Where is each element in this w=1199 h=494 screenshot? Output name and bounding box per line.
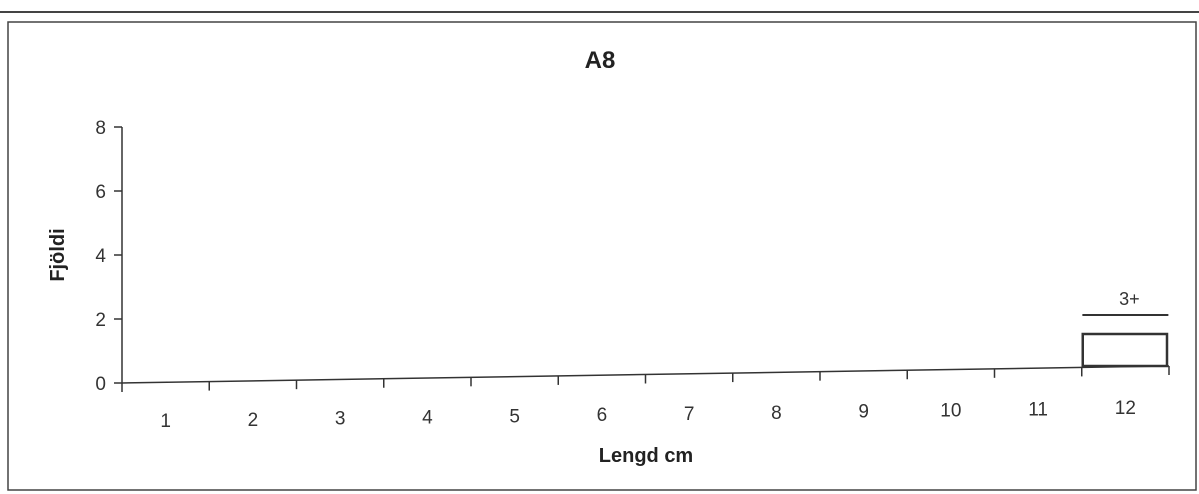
x-tick-label: 3	[335, 409, 346, 430]
x-tick-label: 4	[422, 408, 433, 429]
y-tick-label: 2	[95, 310, 106, 331]
x-tick-label: 9	[858, 402, 869, 423]
chart-title: A8	[585, 47, 616, 74]
chart-frame	[7, 21, 1197, 491]
bar-12	[1081, 332, 1169, 368]
y-tick-label: 4	[95, 246, 106, 267]
x-tick-label: 2	[248, 410, 259, 431]
y-tick-label: 8	[95, 118, 106, 139]
x-tick-label: 10	[940, 401, 961, 422]
x-tick-label: 11	[1028, 399, 1048, 420]
x-tick-label: 1	[160, 411, 171, 432]
x-tick-label: 7	[684, 404, 695, 425]
x-tick-label: 5	[509, 406, 520, 427]
y-tick-label: 0	[95, 374, 106, 395]
x-tick-label: 8	[771, 403, 782, 424]
y-axis-label: Fjöldi	[47, 228, 69, 281]
annotation-label: 3+	[1119, 289, 1140, 309]
x-axis-label: Lengd cm	[599, 445, 693, 467]
x-tick-label: 6	[597, 405, 608, 426]
x-tick-label: 12	[1115, 398, 1136, 419]
y-tick-label: 6	[95, 182, 106, 203]
